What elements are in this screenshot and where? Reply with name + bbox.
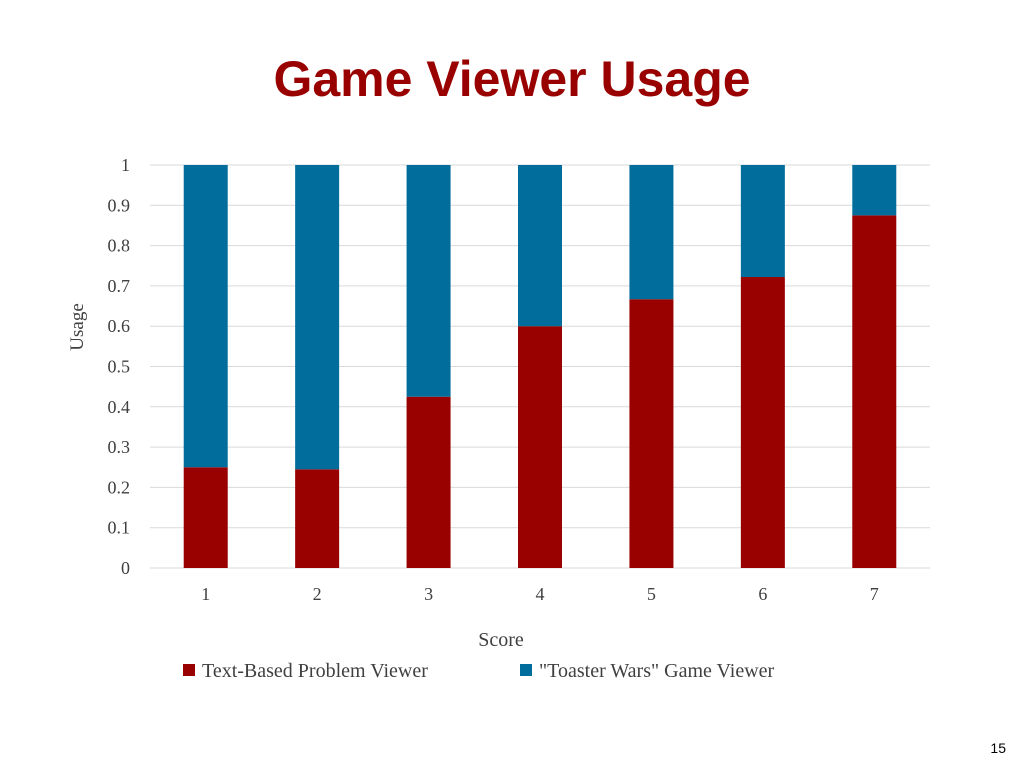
bar-game-viewer-6 — [740, 165, 785, 278]
x-tick-label: 6 — [758, 584, 767, 604]
bar-game-viewer-5 — [629, 165, 674, 300]
y-tick-label: 0.5 — [108, 357, 131, 377]
y-axis-label: Usage — [67, 303, 88, 350]
x-axis-ticks: 1 2 3 4 5 6 7 — [201, 584, 879, 604]
bar-text-viewer-5 — [629, 299, 674, 568]
page-number: 15 — [990, 740, 1006, 756]
slide-title: Game Viewer Usage — [273, 51, 751, 107]
x-tick-label: 2 — [313, 584, 322, 604]
bar-text-viewer-6 — [740, 277, 785, 568]
bar-game-viewer-1 — [183, 165, 228, 468]
y-tick-label: 0.1 — [108, 518, 131, 538]
legend-swatch — [520, 664, 532, 676]
x-tick-label: 5 — [647, 584, 656, 604]
bar-text-viewer-7 — [852, 215, 897, 568]
bar-text-viewer-2 — [295, 469, 340, 568]
y-axis-ticks: 0 0.1 0.2 0.3 0.4 0.5 0.6 0.7 0.8 0.9 1 — [108, 155, 131, 578]
bar-text-viewer-3 — [406, 396, 451, 568]
y-tick-label: 1 — [121, 155, 130, 175]
x-tick-label: 4 — [536, 584, 545, 604]
y-tick-label: 0 — [121, 558, 130, 578]
legend-swatch — [183, 664, 195, 676]
bar-game-viewer-3 — [406, 165, 451, 397]
bar-game-viewer-2 — [295, 165, 340, 470]
bar-text-viewer-1 — [183, 467, 228, 568]
y-tick-label: 0.2 — [108, 477, 131, 497]
y-tick-label: 0.7 — [108, 276, 131, 296]
y-tick-label: 0.8 — [108, 236, 131, 256]
bars — [183, 165, 897, 568]
bar-game-viewer-4 — [518, 165, 562, 327]
x-tick-label: 3 — [424, 584, 433, 604]
legend-label: Text-Based Problem Viewer — [202, 660, 428, 682]
x-tick-label: 1 — [201, 584, 210, 604]
x-tick-label: 7 — [870, 584, 879, 604]
y-tick-label: 0.9 — [108, 195, 131, 215]
legend-label: "Toaster Wars" Game Viewer — [539, 660, 775, 682]
y-tick-label: 0.6 — [108, 316, 131, 336]
y-tick-label: 0.3 — [108, 437, 131, 457]
bar-text-viewer-4 — [518, 326, 562, 568]
y-tick-label: 0.4 — [108, 397, 131, 417]
bar-game-viewer-7 — [852, 165, 897, 216]
legend: Text-Based Problem Viewer "Toaster Wars" … — [183, 660, 775, 682]
x-axis-label: Score — [478, 629, 524, 651]
